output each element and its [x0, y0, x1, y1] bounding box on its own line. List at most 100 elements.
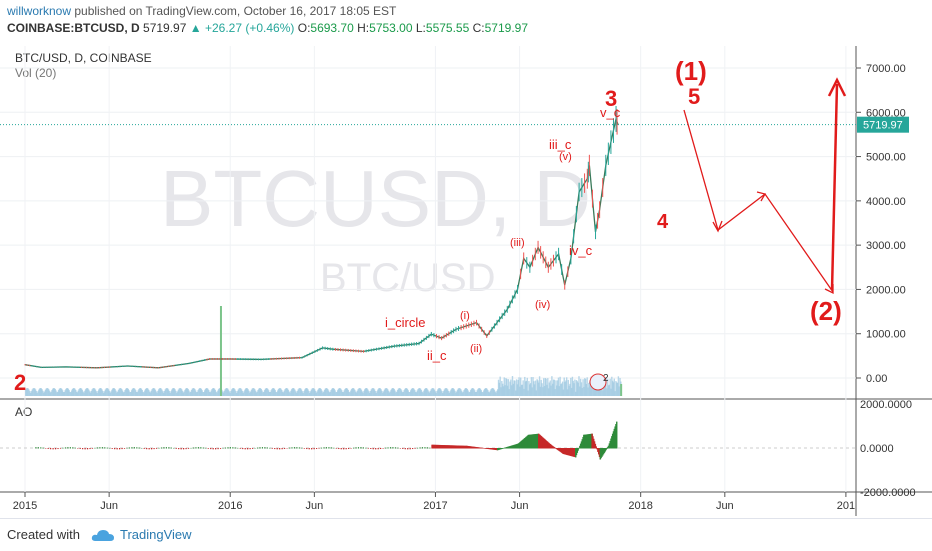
volume-bar	[571, 376, 574, 396]
volume-bar	[224, 389, 226, 396]
volume-bar	[301, 391, 304, 396]
volume-bar	[96, 392, 98, 396]
volume-bar	[332, 388, 335, 396]
author-link[interactable]: willworknow	[7, 4, 72, 18]
volume-bar	[584, 378, 586, 396]
x-tick-label: Jun	[100, 500, 118, 512]
ao-bar	[477, 447, 480, 449]
volume-bar	[29, 391, 31, 396]
volume-bar	[446, 389, 449, 396]
volume-bar	[312, 388, 314, 396]
ao-bar	[200, 447, 202, 449]
ao-tick-label: -2000.0000	[860, 487, 916, 499]
tradingview-brand[interactable]: TradingView	[120, 527, 192, 542]
volume-bar	[296, 390, 299, 396]
ao-bar	[543, 438, 546, 449]
chart-area[interactable]: BTCUSD, D BTC/USD BTC/USD, D, COINBASE V…	[0, 46, 932, 516]
chart-svg[interactable]: BTCUSD, D BTC/USD BTC/USD, D, COINBASE V…	[0, 46, 932, 516]
x-tick-label: Jun	[716, 500, 734, 512]
ao-bar	[444, 445, 446, 449]
ao-bar	[481, 447, 483, 449]
ao-bar	[450, 445, 452, 449]
volume-bar	[323, 389, 326, 396]
volume-bar	[282, 392, 285, 396]
ao-bar	[256, 447, 259, 449]
volume-bar	[410, 390, 412, 396]
ao-bar	[596, 448, 598, 450]
ao-bar	[570, 448, 572, 456]
volume-bar	[39, 388, 42, 396]
volume-bar	[403, 390, 405, 396]
volume-bar	[372, 388, 374, 396]
volume-bar	[515, 390, 517, 396]
volume-bar	[107, 389, 110, 396]
ao-bar	[500, 448, 502, 450]
ao-bar	[536, 433, 539, 449]
ao-bar	[521, 440, 524, 449]
ao-bar	[571, 448, 574, 457]
volume-bar	[464, 388, 466, 396]
volume-bar	[512, 383, 515, 396]
ao-bar	[372, 448, 374, 450]
volume-bar	[342, 392, 345, 396]
ao-bar	[35, 447, 37, 449]
volume-bar	[349, 392, 351, 396]
volume-bar	[263, 390, 266, 396]
volume-bar	[459, 388, 461, 396]
ao-bar	[592, 436, 594, 449]
ao-bar	[520, 440, 523, 449]
ao-bar	[465, 445, 467, 449]
volume-bar	[495, 392, 497, 396]
volume-bar	[422, 392, 424, 396]
ao-bar	[438, 444, 441, 449]
ao-bar	[345, 448, 347, 450]
volume-bar	[330, 390, 332, 396]
volume-bar	[30, 391, 33, 396]
ao-bar	[545, 440, 547, 449]
volume-bar	[542, 387, 544, 396]
wave-label-4: 4	[657, 211, 669, 233]
volume-bar	[75, 391, 78, 396]
volume-bar	[34, 389, 37, 396]
ao-bar	[431, 444, 433, 449]
ao-bar	[563, 448, 565, 455]
ao-bar	[91, 448, 94, 449]
volume-bar	[211, 389, 213, 396]
volume-bar	[537, 380, 539, 396]
ao-bar	[484, 448, 486, 449]
ao-bar	[414, 448, 416, 449]
volume-bar	[205, 388, 207, 396]
ao-bar	[151, 448, 153, 450]
quote-line: COINBASE:BTCUSD, D 5719.97 ▲ +26.27 (+0.…	[7, 21, 528, 35]
volume-bar	[248, 390, 250, 396]
ao-bar	[452, 445, 455, 449]
ao-bar	[580, 441, 583, 449]
tradingview-cloud-icon[interactable]	[91, 528, 115, 547]
volume-bar	[482, 392, 484, 396]
volume-bar	[451, 388, 454, 396]
volume-bar	[108, 390, 111, 396]
ao-bar	[467, 446, 470, 449]
volume-bar	[163, 390, 166, 396]
volume-bar	[177, 389, 180, 396]
ao-bar	[542, 438, 545, 449]
volume-bar	[500, 387, 502, 396]
volume-bar	[385, 388, 387, 396]
volume-bar	[98, 389, 100, 396]
ao-bar	[568, 448, 570, 456]
volume-bar	[337, 388, 340, 396]
ao-bar	[47, 448, 49, 449]
volume-bar	[286, 388, 289, 396]
volume-bar	[150, 390, 152, 396]
volume-bar	[184, 389, 186, 396]
ao-bar	[567, 448, 570, 456]
volume-bar	[588, 381, 591, 396]
volume-bar	[578, 376, 580, 396]
volume-bar	[258, 388, 261, 396]
volume-bar	[405, 388, 407, 396]
volume-bar	[391, 388, 394, 396]
ao-bar	[62, 447, 64, 449]
volume-bar	[188, 390, 190, 396]
ao-bar	[69, 447, 71, 449]
volume-bar	[260, 388, 262, 396]
